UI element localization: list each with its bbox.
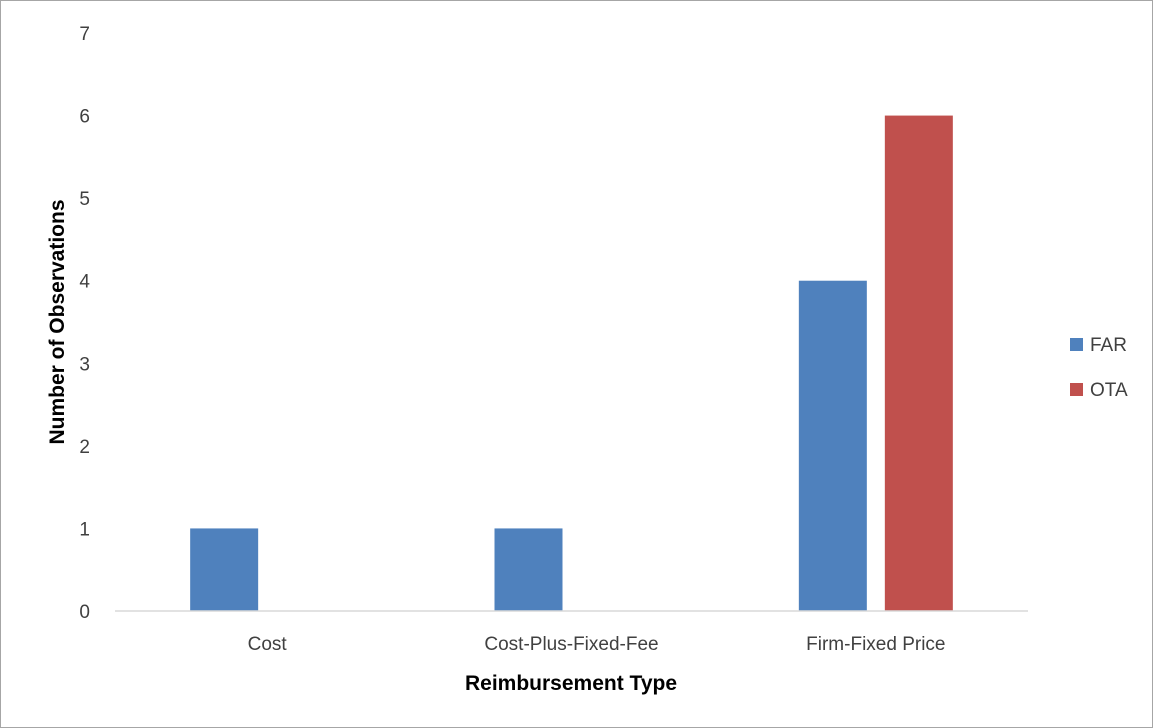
y-tick-label: 3 [79, 354, 90, 375]
y-tick-label: 2 [79, 437, 90, 458]
x-axis-categories: Cost Cost-Plus-Fixed-Fee Firm-Fixed Price [248, 634, 946, 655]
x-category-label: Firm-Fixed Price [806, 634, 945, 655]
legend-label-far: FAR [1090, 335, 1127, 356]
bar-far-1 [494, 528, 563, 611]
y-tick-label: 7 [79, 24, 90, 45]
legend-swatch-ota [1070, 383, 1083, 396]
y-tick-label: 5 [79, 189, 90, 210]
y-tick-label: 4 [79, 272, 90, 293]
bars [190, 115, 953, 612]
legend-label-ota: OTA [1090, 380, 1128, 401]
bar-far-2 [798, 280, 867, 611]
y-axis-ticks: 0 1 2 3 4 5 6 7 [79, 24, 90, 623]
bar-ota-2 [884, 115, 953, 612]
legend: FAR OTA [1070, 335, 1128, 401]
x-category-label: Cost-Plus-Fixed-Fee [484, 634, 658, 655]
x-axis-title: Reimbursement Type [465, 672, 677, 695]
y-tick-label: 6 [79, 107, 90, 128]
y-tick-label: 0 [79, 602, 90, 623]
legend-swatch-far [1070, 338, 1083, 351]
x-category-label: Cost [248, 634, 288, 655]
y-axis-title: Number of Observations [46, 199, 69, 444]
bar-far-0 [190, 528, 259, 611]
y-tick-label: 1 [79, 519, 90, 540]
